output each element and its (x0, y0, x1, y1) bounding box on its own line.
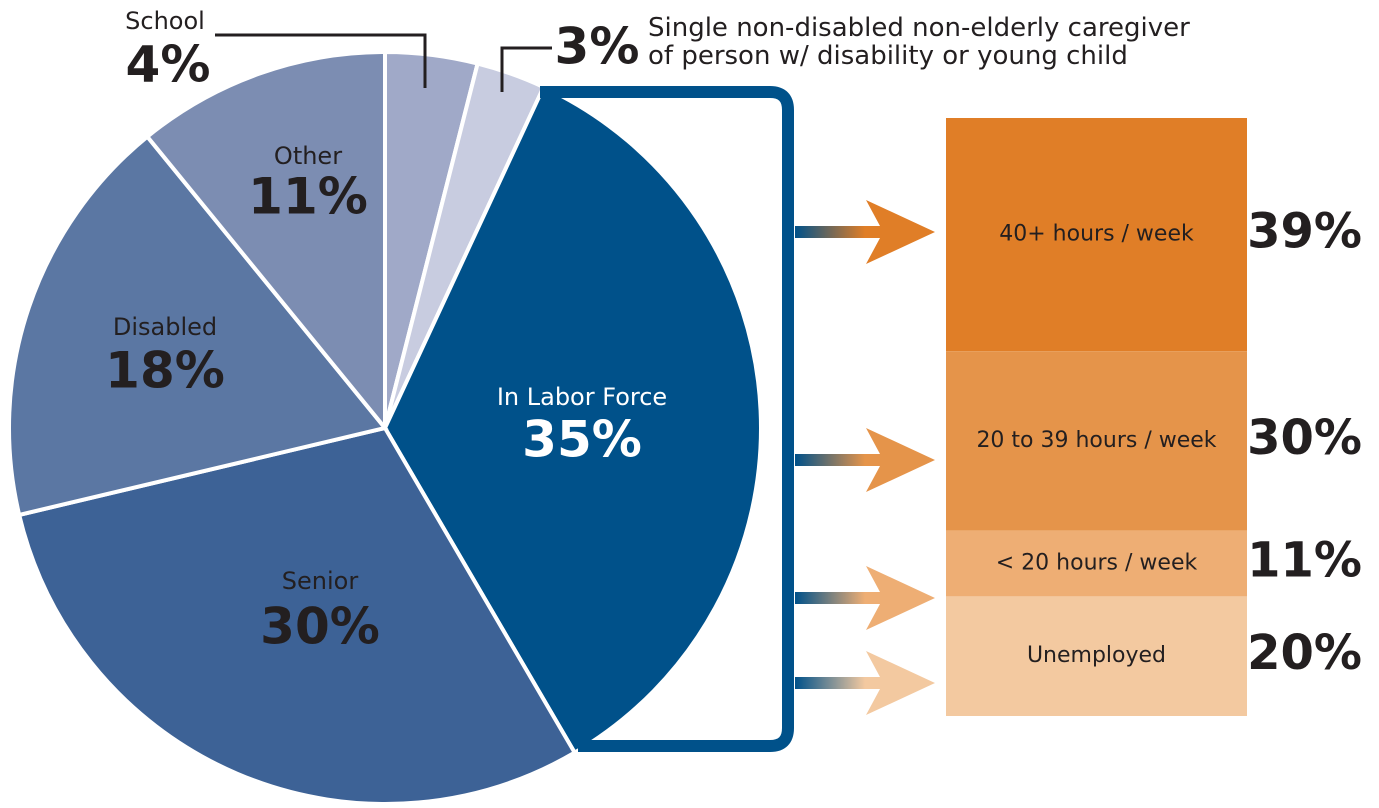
slice-label: Senior (282, 567, 359, 595)
pie-slice (144, 49, 387, 434)
slice-value: 18% (105, 342, 225, 400)
arrow (795, 200, 935, 264)
slice-label: Disabled (113, 313, 217, 341)
segment-label: 20 to 39 hours / week (976, 428, 1216, 453)
segment-label: 40+ hours / week (999, 222, 1194, 247)
bar-segment (946, 118, 1247, 352)
slice-value: 4% (126, 36, 211, 94)
slice-label: In Labor Force (497, 383, 667, 411)
bracket (540, 86, 794, 752)
arrow (795, 428, 935, 492)
bar-segment (946, 530, 1247, 597)
slice-value: 30% (260, 598, 380, 656)
segment-value: 20% (1247, 625, 1362, 681)
segment-label: < 20 hours / week (996, 551, 1198, 576)
segment-value: 39% (1247, 204, 1362, 260)
pie-slice (16, 425, 578, 806)
arrows (795, 200, 935, 715)
arrow (795, 651, 935, 715)
bar-segment (946, 351, 1247, 531)
slice-label: Other (274, 142, 342, 170)
slice-label: Single non-disabled non-elderly caregive… (648, 14, 1190, 71)
bar-segment (946, 596, 1247, 716)
leader-line (215, 33, 427, 88)
slice-value: 35% (522, 411, 642, 469)
slice-value: 3% (555, 18, 640, 76)
bars: 40+ hours / week 39% 20 to 39 hours / week… (946, 118, 1362, 716)
slice-value: 11% (248, 168, 368, 226)
segment-label: Unemployed (1027, 643, 1166, 668)
arrow (795, 566, 935, 630)
slice-label: School (125, 7, 205, 35)
segment-value: 30% (1247, 410, 1362, 466)
leader-line (500, 46, 552, 92)
pie-slice (7, 133, 389, 518)
segment-value: 11% (1247, 533, 1362, 589)
note-box: Single non-disabled non-elderly caregive… (648, 14, 1190, 71)
